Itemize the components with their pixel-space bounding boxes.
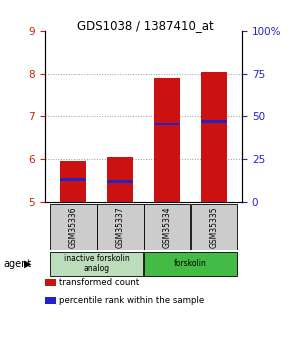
Bar [107, 157, 133, 202]
Bar [144, 204, 191, 250]
Bar [107, 180, 133, 183]
Text: transformed count: transformed count [59, 278, 140, 287]
Text: GSM35335: GSM35335 [209, 206, 218, 248]
Bar [191, 204, 238, 250]
Bar [201, 120, 227, 123]
Text: GSM35334: GSM35334 [162, 206, 171, 248]
Bar [201, 72, 227, 202]
Text: ▶: ▶ [24, 259, 31, 269]
Text: percentile rank within the sample: percentile rank within the sample [59, 296, 205, 305]
Text: GDS1038 / 1387410_at: GDS1038 / 1387410_at [77, 19, 213, 32]
Text: GSM35336: GSM35336 [69, 206, 78, 248]
Bar [50, 204, 97, 250]
Text: GSM35337: GSM35337 [116, 206, 125, 248]
Bar [60, 178, 86, 181]
Bar [50, 252, 143, 276]
Text: forskolin: forskolin [174, 259, 207, 268]
Bar [60, 161, 86, 202]
Text: inactive forskolin
analog: inactive forskolin analog [64, 254, 129, 274]
Text: agent: agent [3, 259, 31, 269]
Bar [97, 204, 144, 250]
Bar [154, 78, 180, 202]
Bar [144, 252, 237, 276]
Bar [154, 123, 180, 125]
